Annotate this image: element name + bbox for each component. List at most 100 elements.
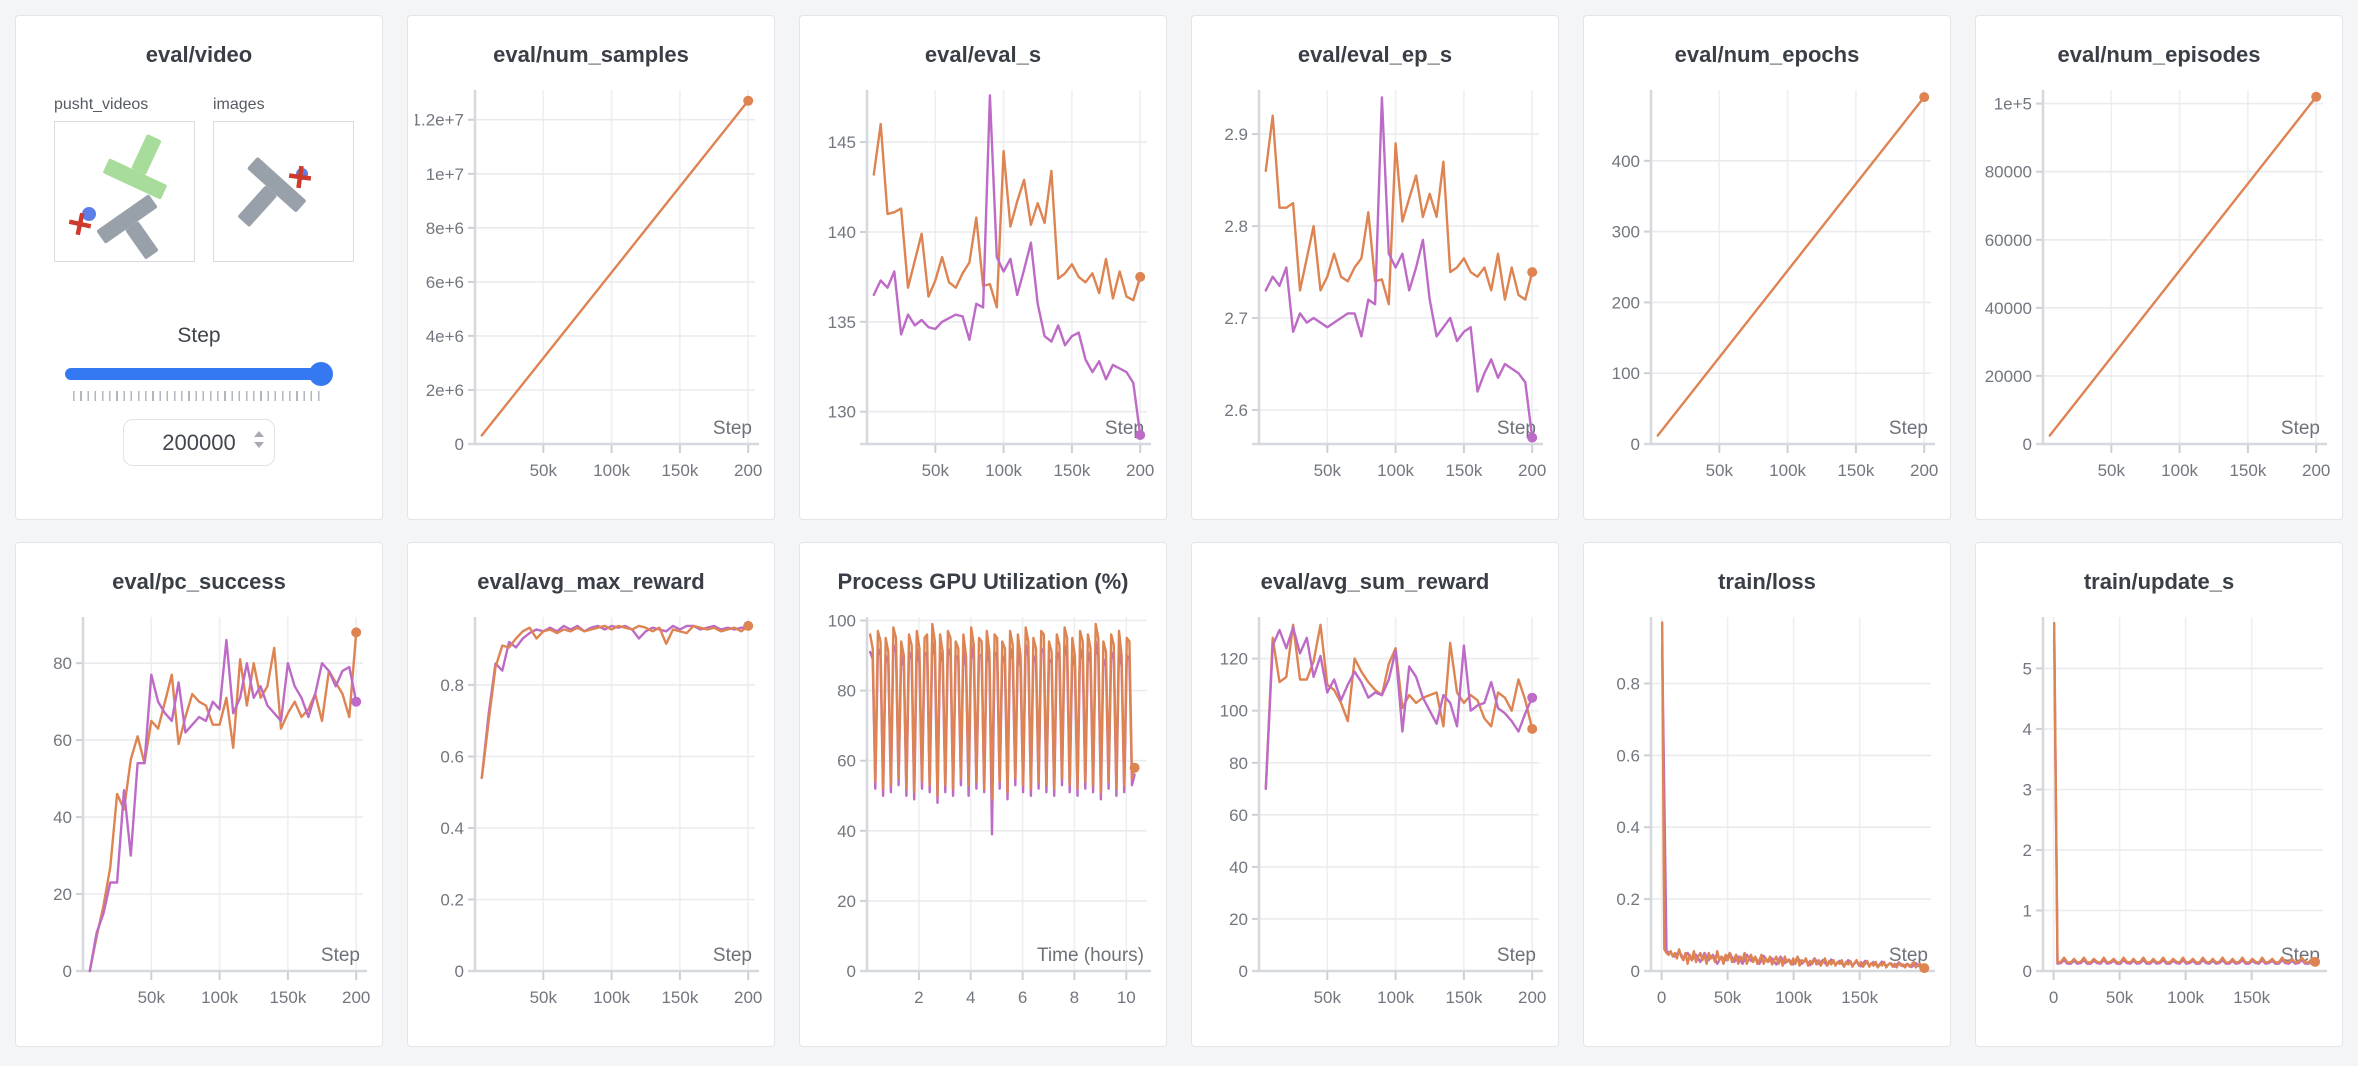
svg-text:10: 10: [1117, 988, 1136, 1007]
svg-text:2e+6: 2e+6: [426, 381, 464, 400]
svg-text:Step: Step: [713, 945, 752, 966]
svg-text:50k: 50k: [1706, 461, 1734, 480]
svg-text:150k: 150k: [269, 988, 306, 1007]
panel-eval-eval-ep-s: eval/eval_ep_s 50k 100k 150k 200 2.6 2.7 2.8 2.…: [1191, 15, 1559, 520]
svg-text:100: 100: [1220, 702, 1248, 721]
svg-text:100k: 100k: [593, 461, 630, 480]
svg-text:40: 40: [1229, 858, 1248, 877]
svg-text:120: 120: [1220, 650, 1248, 669]
svg-text:150k: 150k: [1837, 461, 1874, 480]
svg-text:2.8: 2.8: [1224, 217, 1248, 236]
svg-text:5: 5: [2023, 659, 2032, 678]
chart-eval-avg-sum-reward[interactable]: 50k 100k 150k 200 0 20 40 60 80 100 120 Step: [1199, 607, 1551, 1027]
panel-eval-num-epochs: eval/num_epochs 50k 100k 150k 200 0 100 200 300…: [1583, 15, 1951, 520]
media-item-pusht-videos: pusht_videos: [54, 96, 195, 262]
panel-title: eval/num_epochs: [1674, 42, 1860, 67]
svg-text:0.8: 0.8: [1616, 675, 1640, 694]
svg-text:0.2: 0.2: [1616, 890, 1640, 909]
panel-title: eval/eval_s: [924, 42, 1042, 67]
svg-text:50k: 50k: [1314, 988, 1342, 1007]
step-slider[interactable]: [65, 362, 333, 386]
slider-thumb[interactable]: [309, 362, 333, 386]
svg-text:50k: 50k: [530, 988, 558, 1007]
svg-text:100: 100: [1612, 364, 1640, 383]
svg-text:Step: Step: [1889, 418, 1928, 439]
panel-title: eval/video: [145, 42, 253, 67]
svg-text:100k: 100k: [593, 988, 630, 1007]
chart-eval-pc-success[interactable]: 50k 100k 150k 200 0 20 40 60 80 Step: [23, 607, 375, 1027]
svg-text:200: 200: [1518, 988, 1546, 1007]
panel-title: train/loss: [1718, 569, 1816, 594]
svg-text:0: 0: [847, 962, 856, 981]
svg-text:Step: Step: [1889, 945, 1928, 966]
svg-text:200: 200: [1612, 293, 1640, 312]
svg-text:300: 300: [1612, 223, 1640, 242]
svg-text:40: 40: [837, 822, 856, 841]
svg-text:2: 2: [914, 988, 923, 1007]
svg-text:135: 135: [828, 313, 856, 332]
svg-text:0: 0: [2023, 435, 2032, 454]
video-thumbnail-pusht[interactable]: [54, 121, 195, 262]
slider-tick-ruler: [73, 391, 325, 401]
svg-text:150k: 150k: [1445, 461, 1482, 480]
media-label: pusht_videos: [54, 96, 149, 113]
step-stepper[interactable]: [254, 431, 264, 448]
svg-text:20: 20: [837, 892, 856, 911]
chart-eval-eval-ep-s[interactable]: 50k 100k 150k 200 2.6 2.7 2.8 2.9 Step: [1199, 80, 1551, 500]
panel-title: train/update_s: [2083, 569, 2235, 594]
svg-text:150k: 150k: [661, 461, 698, 480]
svg-text:0.4: 0.4: [440, 819, 464, 838]
svg-text:Step: Step: [713, 418, 752, 439]
chart-eval-avg-max-reward[interactable]: 50k 100k 150k 200 0 0.2 0.4 0.6 0.8 Step: [415, 607, 767, 1027]
svg-text:50k: 50k: [2098, 461, 2126, 480]
svg-text:200: 200: [2302, 461, 2330, 480]
panel-eval-num-episodes: eval/num_episodes 50k 100k 150k 200 0 20000 40…: [1975, 15, 2343, 520]
svg-text:0: 0: [1239, 962, 1248, 981]
svg-text:100k: 100k: [985, 461, 1022, 480]
panel-train-loss: train/loss 0 50k 100k 150k 0 0.2 0.4 0.6 0.8 Step: [1583, 542, 1951, 1047]
slider-track[interactable]: [65, 368, 327, 380]
svg-text:4: 4: [966, 988, 975, 1007]
svg-text:0: 0: [1631, 435, 1640, 454]
svg-text:20: 20: [1229, 910, 1248, 929]
svg-text:150k: 150k: [1053, 461, 1090, 480]
panel-train-update-s: train/update_s 0 50k 100k 150k 0 1 2 3 4 5 Step: [1975, 542, 2343, 1047]
svg-text:4e+6: 4e+6: [426, 327, 464, 346]
svg-text:200: 200: [1518, 461, 1546, 480]
chart-eval-num-epochs[interactable]: 50k 100k 150k 200 0 100 200 300 400 Step: [1591, 80, 1943, 500]
svg-text:2.6: 2.6: [1224, 401, 1248, 420]
panel-eval-num-samples: eval/num_samples 50k 100k 150k 200 0 2e+6 4e+6…: [407, 15, 775, 520]
panel-eval-pc-success: eval/pc_success 50k 100k 150k 200 0 20 40 60 80 S…: [15, 542, 383, 1047]
svg-text:60: 60: [837, 752, 856, 771]
chart-eval-eval-s[interactable]: 50k 100k 150k 200 130 135 140 145 Step: [807, 80, 1159, 500]
svg-text:150k: 150k: [1841, 988, 1878, 1007]
svg-text:100k: 100k: [201, 988, 238, 1007]
chart-train-loss[interactable]: 0 50k 100k 150k 0 0.2 0.4 0.6 0.8 Step: [1591, 607, 1943, 1027]
step-input[interactable]: [123, 419, 275, 466]
svg-text:0: 0: [455, 435, 464, 454]
image-scene-icon: [238, 157, 312, 227]
svg-text:6: 6: [1018, 988, 1027, 1007]
chart-eval-num-samples[interactable]: 50k 100k 150k 200 0 2e+6 4e+6 6e+6 8e+6 1e+7 1.2e+…: [415, 80, 767, 500]
chart-eval-num-episodes[interactable]: 50k 100k 150k 200 0 20000 40000 60000 80000 1e+5 S…: [1983, 80, 2335, 500]
svg-text:130: 130: [828, 403, 856, 422]
svg-text:1e+5: 1e+5: [1994, 95, 2032, 114]
svg-text:20000: 20000: [1985, 367, 2032, 386]
svg-text:200: 200: [734, 988, 762, 1007]
panel-eval-video: eval/video pusht_videos: [15, 15, 383, 520]
svg-text:150k: 150k: [2229, 461, 2266, 480]
svg-text:2: 2: [2023, 841, 2032, 860]
panel-title: eval/avg_max_reward: [477, 569, 705, 594]
svg-text:20: 20: [53, 885, 72, 904]
svg-text:100k: 100k: [1377, 461, 1414, 480]
svg-text:145: 145: [828, 133, 856, 152]
svg-text:8e+6: 8e+6: [426, 219, 464, 238]
image-thumbnail[interactable]: [213, 121, 354, 262]
decrement-icon[interactable]: [254, 442, 264, 448]
increment-icon[interactable]: [254, 431, 264, 437]
svg-text:0.4: 0.4: [1616, 818, 1640, 837]
svg-text:80: 80: [53, 654, 72, 673]
svg-text:80: 80: [1229, 754, 1248, 773]
